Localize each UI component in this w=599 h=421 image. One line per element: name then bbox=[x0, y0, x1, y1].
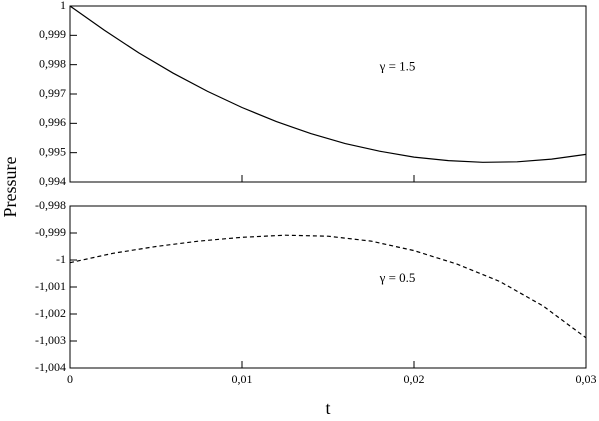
y-tick-label: 0,999 bbox=[39, 27, 66, 41]
y-tick-label: 1 bbox=[60, 0, 66, 12]
y-tick-label: 0,997 bbox=[39, 86, 66, 100]
y-axis-label: Pressure bbox=[0, 157, 20, 218]
y-tick-label: 0,995 bbox=[39, 144, 66, 158]
plot-frame bbox=[69, 5, 587, 183]
line bbox=[69, 5, 587, 163]
x-tick-label: 0,01 bbox=[232, 372, 253, 386]
y-tick-label: -1,004 bbox=[35, 360, 66, 374]
y-tick-label: 0,996 bbox=[39, 115, 66, 129]
line bbox=[69, 234, 587, 339]
y-tick-label: -1 bbox=[56, 252, 66, 266]
annotation: γ = 0.5 bbox=[379, 270, 416, 285]
x-tick-label: 0,03 bbox=[576, 372, 597, 386]
y-tick-label: 0,994 bbox=[39, 174, 66, 188]
y-tick-label: -0,998 bbox=[35, 198, 66, 212]
x-axis-label: t bbox=[325, 398, 330, 418]
y-tick-label: 0,998 bbox=[39, 56, 66, 70]
y-tick-label: -1,003 bbox=[35, 333, 66, 347]
annotation: γ = 1.5 bbox=[379, 59, 416, 74]
x-tick-label: 0,02 bbox=[404, 372, 425, 386]
y-tick-label: -1,001 bbox=[35, 279, 66, 293]
y-tick-label: -0,999 bbox=[35, 225, 66, 239]
x-tick-label: 0 bbox=[67, 372, 73, 386]
y-tick-label: -1,002 bbox=[35, 306, 66, 320]
